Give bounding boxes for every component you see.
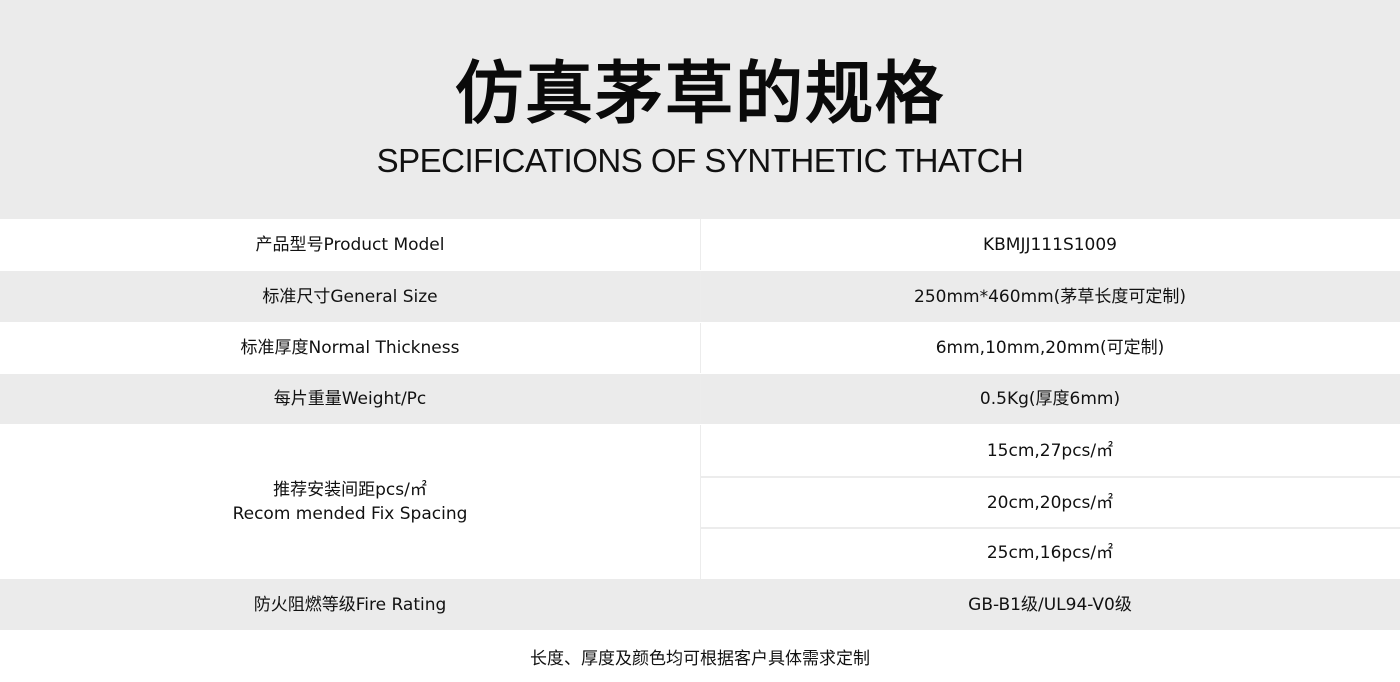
row-label: 每片重量Weight/Pc xyxy=(273,389,427,409)
table-row: 标准厚度Normal Thickness 6mm,10mm,20mm(可定制) xyxy=(0,323,1400,373)
table-row: 每片重量Weight/Pc 0.5Kg(厚度6mm) xyxy=(0,374,1400,424)
row-divider xyxy=(700,476,1400,478)
row-label: 产品型号Product Model xyxy=(255,234,445,255)
row-value: 250mm*460mm(茅草长度可定制) xyxy=(914,286,1186,307)
column-divider xyxy=(700,219,701,270)
row-label: 标准尺寸General Size xyxy=(262,286,438,307)
row-value: 6mm,10mm,20mm(可定制) xyxy=(935,338,1165,358)
spacing-label-cn: 推荐安装间距pcs/㎡ xyxy=(273,480,427,500)
column-divider xyxy=(700,323,701,373)
row-label: 防火阻燃等级Fire Rating xyxy=(253,594,447,615)
column-divider xyxy=(700,374,701,424)
row-label: 推荐安装间距pcs/㎡ Recom mended Fix Spacing xyxy=(0,425,700,579)
row-value: 0.5Kg(厚度6mm) xyxy=(979,389,1121,409)
spacing-value: 25cm,16pcs/㎡ xyxy=(986,543,1114,563)
row-value: KBMJJ111S1009 xyxy=(982,234,1117,255)
spacing-label-en: Recom mended Fix Spacing xyxy=(232,504,468,524)
spacing-value: 15cm,27pcs/㎡ xyxy=(986,440,1114,461)
spacing-value: 20cm,20pcs/㎡ xyxy=(986,492,1114,513)
row-label: 标准厚度Normal Thickness xyxy=(240,338,460,358)
header-banner: 仿真茅草的规格 SPECIFICATIONS OF SYNTHETIC THAT… xyxy=(0,0,1400,219)
footer-note: 长度、厚度及颜色均可根据客户具体需求定制 xyxy=(530,648,870,669)
table-row: 防火阻燃等级Fire Rating GB-B1级/UL94-V0级 xyxy=(0,579,1400,630)
page-subtitle: SPECIFICATIONS OF SYNTHETIC THATCH xyxy=(376,142,1024,179)
row-value: GB-B1级/UL94-V0级 xyxy=(968,594,1132,615)
column-divider xyxy=(700,425,701,579)
page-title: 仿真茅草的规格 xyxy=(454,55,945,134)
column-divider xyxy=(700,271,701,322)
table-row: 标准尺寸General Size 250mm*460mm(茅草长度可定制) xyxy=(0,271,1400,322)
row-divider xyxy=(700,527,1400,529)
table-row: 产品型号Product Model KBMJJ111S1009 xyxy=(0,219,1400,270)
table-row-spacing: 推荐安装间距pcs/㎡ Recom mended Fix Spacing 15c… xyxy=(0,425,1400,579)
